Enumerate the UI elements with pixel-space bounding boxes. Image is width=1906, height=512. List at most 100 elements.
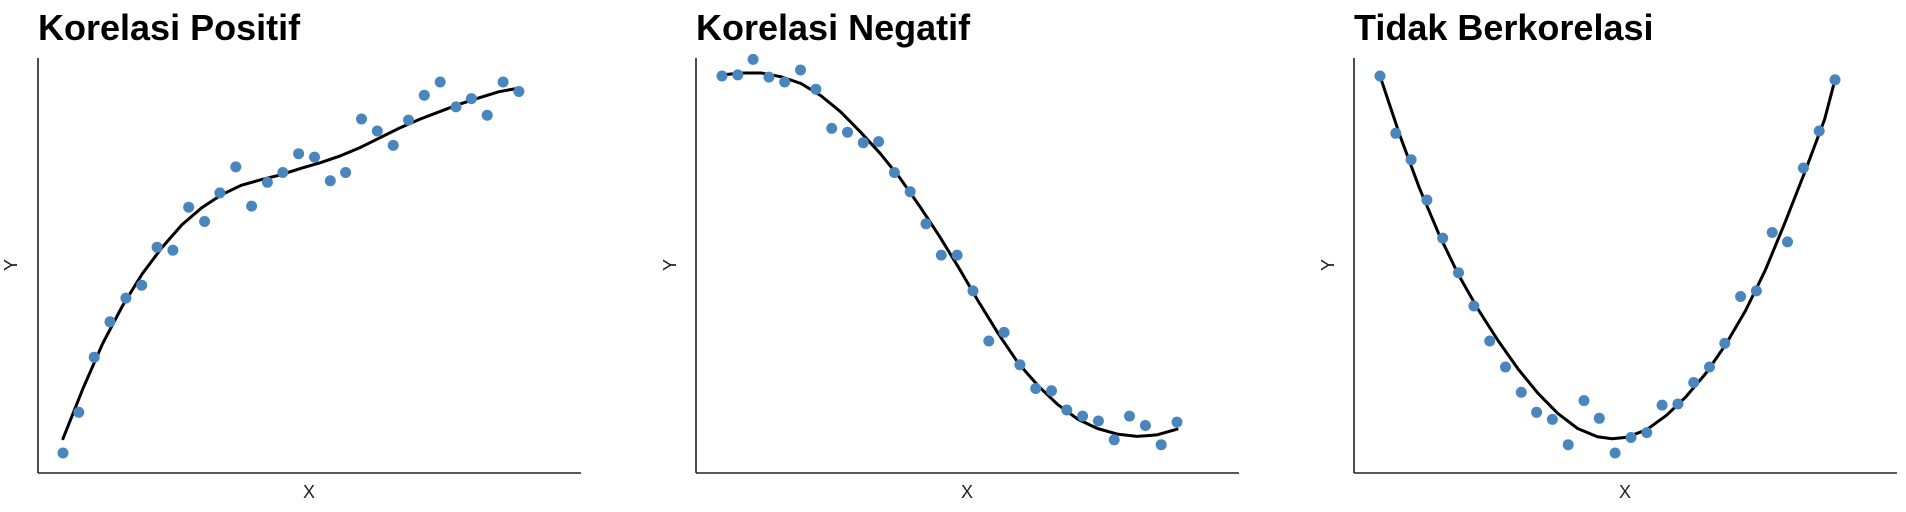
y-axis-label-positive: Y — [1, 259, 21, 271]
points-negative — [716, 53, 1183, 451]
data-point — [1515, 386, 1527, 398]
data-point — [716, 70, 728, 82]
data-point — [1578, 395, 1590, 407]
data-point — [403, 114, 414, 126]
data-point — [1688, 377, 1700, 388]
data-point — [1625, 432, 1637, 443]
data-point — [73, 406, 85, 418]
data-point — [450, 101, 462, 113]
data-point — [88, 351, 100, 363]
chart-title-positive: Korelasi Positif — [38, 7, 301, 48]
data-point — [1609, 447, 1621, 459]
data-point — [935, 249, 947, 261]
x-axis-label-uncorrelated: X — [1619, 482, 1631, 502]
data-point — [1813, 125, 1825, 137]
data-point — [1374, 70, 1386, 82]
data-point — [57, 447, 69, 459]
data-point — [920, 218, 932, 230]
data-point — [732, 69, 744, 81]
data-point — [324, 175, 336, 187]
data-point — [418, 89, 430, 101]
data-point — [1468, 300, 1480, 312]
trend-line-negative — [720, 71, 1179, 438]
data-point — [1735, 291, 1747, 302]
data-point — [371, 125, 383, 137]
chart-title-negative: Korelasi Negatif — [696, 7, 971, 48]
data-point — [1155, 439, 1167, 451]
data-point — [1782, 236, 1793, 248]
x-axis-label-positive: X — [303, 482, 315, 502]
chart-panel-positive: Korelasi Positif Y X — [1, 7, 581, 502]
data-point — [309, 151, 320, 163]
points-positive — [57, 76, 525, 459]
x-axis-label-negative: X — [961, 482, 973, 502]
data-point — [1641, 427, 1653, 439]
data-point — [1030, 383, 1042, 394]
data-point — [1593, 412, 1605, 424]
data-point — [214, 187, 226, 199]
data-point — [779, 76, 791, 88]
data-point — [1014, 359, 1026, 371]
data-point — [481, 109, 493, 121]
data-point — [261, 176, 273, 188]
data-point — [763, 71, 775, 83]
data-point — [1092, 415, 1104, 427]
chart-panel-negative: Korelasi Negatif Y X — [660, 7, 1239, 502]
data-point — [104, 316, 116, 328]
data-point — [497, 76, 509, 88]
data-point — [1453, 267, 1464, 279]
points-uncorrelated — [1374, 70, 1841, 459]
data-point — [199, 216, 211, 227]
data-point — [513, 86, 525, 97]
data-point — [1139, 420, 1151, 431]
data-point — [1390, 127, 1402, 139]
data-point — [1672, 398, 1684, 410]
data-point — [136, 279, 148, 291]
data-point — [1562, 439, 1574, 451]
data-point — [356, 113, 367, 125]
data-point — [1061, 404, 1073, 416]
data-point — [183, 201, 195, 213]
data-point — [842, 126, 853, 138]
data-point — [1171, 416, 1183, 428]
data-point — [167, 244, 179, 256]
data-point — [293, 148, 305, 160]
data-point — [1546, 413, 1558, 425]
data-point — [340, 167, 352, 178]
data-point — [1656, 399, 1668, 411]
data-point — [1766, 227, 1778, 238]
data-point — [1719, 337, 1731, 349]
data-point — [747, 53, 759, 65]
data-point — [951, 249, 963, 261]
data-point — [230, 161, 242, 173]
chart-title-uncorrelated: Tidak Berkorelasi — [1354, 7, 1654, 48]
data-point — [387, 139, 399, 151]
data-point — [795, 64, 806, 76]
data-point — [904, 186, 916, 198]
data-point — [465, 93, 477, 105]
data-point — [246, 200, 258, 212]
data-point — [1750, 285, 1762, 297]
data-point — [998, 326, 1010, 338]
data-point — [1124, 410, 1135, 422]
data-point — [1421, 194, 1433, 206]
data-point — [873, 136, 885, 148]
data-point — [151, 241, 163, 253]
trend-line-positive — [61, 86, 521, 441]
data-point — [967, 285, 979, 297]
data-point — [1077, 410, 1089, 422]
data-point — [277, 167, 289, 178]
data-point — [1108, 434, 1120, 446]
data-point — [120, 292, 132, 304]
data-point — [1500, 361, 1511, 373]
data-point — [857, 137, 869, 149]
y-axis-label-negative: Y — [660, 259, 680, 271]
data-point — [1046, 385, 1057, 397]
data-point — [1797, 162, 1809, 174]
data-point — [434, 76, 446, 88]
data-point — [1704, 361, 1715, 373]
trend-line-uncorrelated — [1378, 74, 1837, 441]
data-point — [1405, 154, 1417, 166]
data-point — [1437, 232, 1449, 244]
